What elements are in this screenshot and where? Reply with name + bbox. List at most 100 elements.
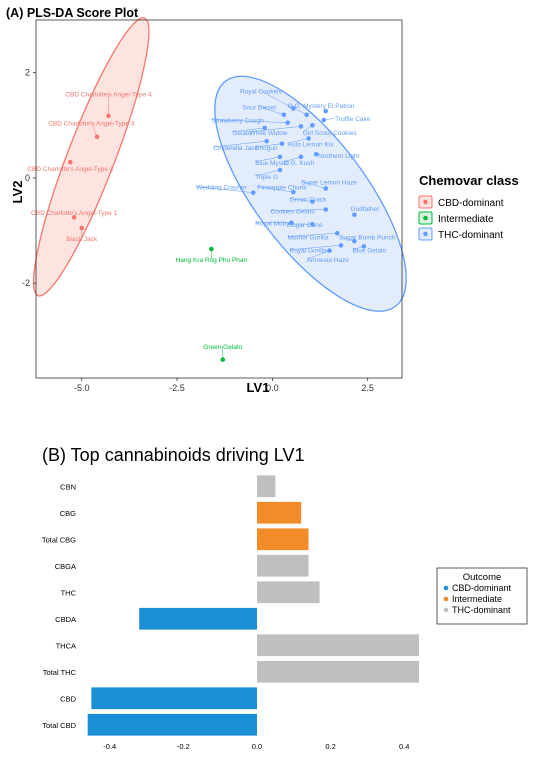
bar-cbd [91, 687, 258, 710]
point-o-g-mystery [304, 112, 309, 118]
legend-dot-cbd-dominant [423, 199, 428, 205]
label-cbd-charlotte-s-angel-type-3: CBD Charlotte's Angel-Type 3 [48, 120, 135, 127]
leader-amnesia-haze [306, 250, 330, 260]
point-royal-moby [289, 220, 294, 225]
x-tick-label: -5.0 [74, 383, 90, 393]
x-tick-label: 2.5 [361, 383, 374, 393]
legend-label-thc-dominant: THC-dominant [438, 230, 503, 241]
outcome-legend-title: Outcome [463, 572, 502, 583]
point-gelato [262, 125, 268, 131]
confidence-ellipses [32, 17, 407, 312]
label-godfather: Godfather [351, 206, 381, 213]
point-blue-gelato [361, 244, 367, 249]
legend-dot-intermediate [423, 215, 428, 221]
x-tick-label: -2.5 [169, 383, 185, 393]
point-strawberry-cough [285, 120, 290, 125]
label-cbd-charlotte-s-angel-type-2: CBD Charlotte's Angel-Type 2 [27, 166, 114, 173]
point-northern-light [313, 151, 319, 157]
leader-green-crack [289, 198, 313, 202]
legend-dot-thc-dominant [423, 231, 428, 237]
label-truffle-cake: Truffle Cake [335, 116, 370, 123]
leader-sugar-bomb-punch [339, 236, 355, 242]
point-green-crack [310, 199, 315, 204]
legend-label-cbd-dominant: CBD-dominant [438, 198, 504, 209]
outcome-dot-cbd-dominant [443, 585, 449, 591]
label-amnesia-haze: Amnesia Haze [307, 257, 350, 264]
label-hang-kra-rog-phu-phan: Hang Kra Rog Phu Phan [176, 257, 248, 264]
leader-royal-cookies [260, 90, 294, 109]
leader-triple-g [255, 169, 281, 177]
label-northern-light: Northern Light [318, 153, 359, 160]
point-girl-scout-cookies [310, 122, 315, 128]
score-plot-frame [35, 19, 403, 379]
label-cbd-charlotte-s-angel-type-1: CBD Charlotte's Angel-Type 1 [31, 210, 118, 217]
point-cbd-charlotte-s-angel-type-4 [106, 113, 111, 119]
point-godfather [352, 212, 357, 218]
point-truffle-cake [321, 117, 327, 123]
leader-cbd-charlotte-s-angel-type-3 [91, 122, 98, 137]
chemovar-legend-title: Chemovar class [419, 173, 519, 188]
point-pineapple-chunk [291, 189, 296, 195]
point-super-lemon-haze [323, 186, 329, 191]
label-green-gelato: Green Gelato [203, 344, 242, 351]
bar-total-cbg [257, 528, 309, 551]
label-blue-mystic: Blue Mystic [255, 160, 289, 167]
point-royal-gorilla [338, 243, 344, 248]
bar-thc [257, 581, 320, 604]
point-cbd-charlotte-s-angel-type-1 [71, 215, 77, 220]
outcome-dot-intermediate [443, 596, 449, 602]
leader-shogun [255, 143, 282, 148]
bar-chart-x-ticks: -0.4 -0.2 0.0 0.2 0.4 [103, 742, 409, 751]
score-plot-ylabel: LV2 [10, 181, 25, 204]
label-cinderella-jack: Cinderella Jack [213, 145, 258, 152]
label-strawberry-cough: Strawberry Cough [211, 118, 264, 125]
label-auto-lemon-kix: Auto Lemon Kix [288, 141, 335, 148]
label-wedding-crasher: Wedding Crasher [196, 185, 247, 192]
bar-total-thc [257, 660, 419, 683]
outcome-legend: Outcome CBD-dominantIntermediateTHC-domi… [436, 567, 528, 625]
x-tick-label: 0.2 [325, 742, 335, 751]
label-mother-gorilla: Mother Gorilla [288, 235, 329, 242]
point-cbd-charlotte-s-angel-type-3 [94, 134, 100, 140]
category-label-total-thc: Total THC [43, 668, 77, 677]
leader-o-g-mystery [287, 104, 307, 115]
point-mother-gorilla [334, 230, 340, 236]
point-amnesia-haze [327, 248, 332, 253]
point-sour-diesel [281, 112, 287, 118]
point-green-gelato [220, 357, 226, 362]
outcome-dot-thc-dominant [443, 607, 449, 613]
bar-total-cbd [87, 713, 258, 736]
point-hang-kra-rog-phu-phan [209, 246, 214, 252]
score-point-labels: CBD Charlotte's Angel-Type 4 CBD Charlott… [27, 89, 396, 351]
label-black-jack: Black Jack [66, 236, 98, 243]
label-cbd-charlotte-s-angel-type-4: CBD Charlotte's Angel-Type 4 [65, 91, 152, 98]
label-girl-scout-cookies: Girl Scout Cookies [303, 130, 358, 137]
bar-thca [257, 634, 419, 657]
category-label-thca: THCA [56, 641, 76, 650]
label-o-g-kush: O.G. Kush [284, 160, 315, 167]
outcome-label-thc-dominant: THC-dominant [452, 605, 511, 615]
point-sugar-cane [310, 221, 315, 227]
outcome-label-intermediate: Intermediate [452, 594, 502, 604]
ellipse-thc-dominant [214, 75, 407, 312]
label-blue-gelato: Blue Gelato [352, 248, 386, 255]
x-tick-label: -0.2 [177, 742, 190, 751]
label-royal-moby: Royal Moby [255, 220, 290, 227]
label-shogun: Shogun [255, 145, 278, 152]
label-o-g-mystery: O.G. Mystery [288, 103, 327, 110]
leader-pineapple-chunk [257, 186, 294, 193]
bar-cbg [257, 501, 302, 524]
cannabinoid-bars [87, 475, 419, 736]
leader-royal-gorilla [289, 245, 342, 250]
score-plot-y-ticks: -2 0 2 [22, 68, 36, 288]
point-o-g-kush [298, 154, 304, 160]
label-sour-diesel: Sour Diesel [242, 105, 276, 112]
category-label-cbda: CBDA [55, 615, 76, 624]
bar-cbda [139, 607, 257, 630]
outcome-legend-box [436, 567, 528, 625]
point-wedding-crasher [251, 190, 256, 195]
point-white-widow [298, 124, 304, 129]
score-points [68, 106, 367, 362]
point-cinderella-jack [264, 138, 269, 144]
